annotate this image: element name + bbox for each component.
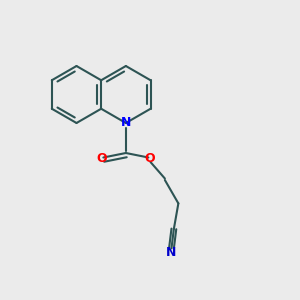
Text: O: O bbox=[97, 152, 107, 166]
Text: O: O bbox=[145, 152, 155, 166]
Text: N: N bbox=[166, 245, 177, 259]
Text: N: N bbox=[121, 116, 131, 130]
